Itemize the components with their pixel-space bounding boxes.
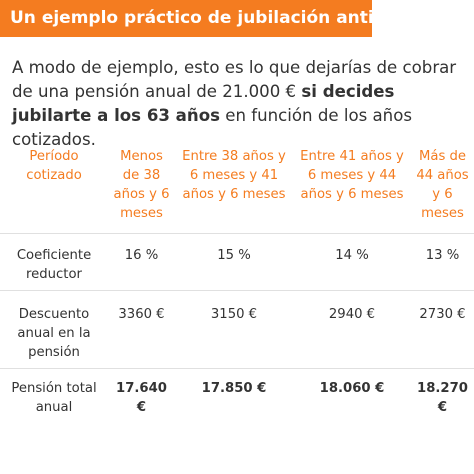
table-header-row: Período cotizado Menos de 38 años y 6 me… [0, 143, 474, 234]
row-label: Pensión total anual [0, 368, 108, 429]
table-cell: 18.060 € [293, 368, 411, 429]
table-cell: 17.640 € [108, 368, 175, 429]
header-menos-38: Menos de 38 años y 6 meses [113, 149, 170, 221]
table-cell: 13 % [411, 233, 474, 291]
header-entre-38-41: Entre 38 años y 6 meses y 41 años y 6 me… [182, 149, 286, 202]
pension-table: Período cotizado Menos de 38 años y 6 me… [0, 143, 474, 429]
table-cell: 16 % [108, 233, 175, 291]
table-cell: 2940 € [293, 290, 411, 369]
table-cell: 2730 € [411, 290, 474, 369]
header-mas-44: Más de 44 años y 6 meses [416, 149, 469, 221]
table-row-descuento: Descuento anual en la pensión 3360 € 315… [0, 290, 474, 369]
table-row-pension-total: Pensión total anual 17.640 € 17.850 € 18… [0, 368, 474, 429]
table-cell: 18.270 € [411, 368, 474, 429]
intro-text-strong: si decides jubilarte a los 63 años [12, 82, 395, 125]
row-label: Coeficiente reductor [0, 233, 108, 291]
header-entre-41-44: Entre 41 años y 6 meses y 44 años y 6 me… [300, 149, 404, 202]
table-cell: 3150 € [175, 290, 293, 369]
row-label: Descuento anual en la pensión [0, 290, 108, 369]
table-row-coeficiente: Coeficiente reductor 16 % 15 % 14 % 13 % [0, 233, 474, 291]
table-cell: 3360 € [108, 290, 175, 369]
intro-text-after: en función de los años cotizados. [12, 106, 412, 149]
table-cell: 17.850 € [175, 368, 293, 429]
section-title: Un ejemplo práctico de jubilación antici… [0, 0, 372, 37]
intro-text-before: A modo de ejemplo, esto es lo que dejarí… [12, 58, 457, 101]
intro-paragraph: A modo de ejemplo, esto es lo que dejarí… [12, 56, 467, 152]
header-periodo-cotizado: Período cotizado [26, 149, 82, 183]
table-cell: 15 % [175, 233, 293, 291]
table-cell: 14 % [293, 233, 411, 291]
